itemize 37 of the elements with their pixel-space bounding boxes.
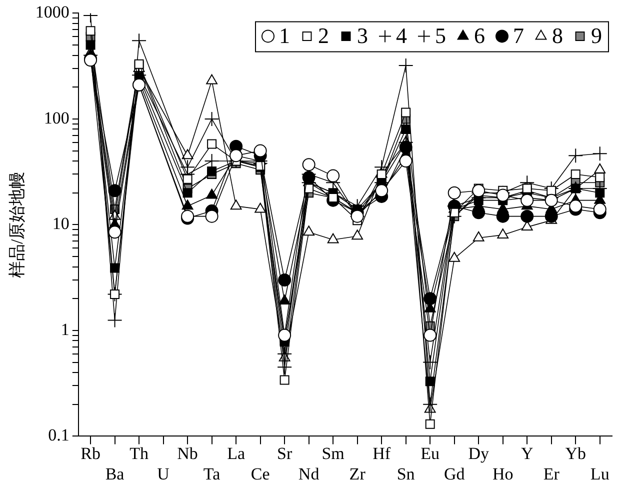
- y-tick-label: 0.1: [48, 426, 70, 445]
- x-tick-label: Sm: [322, 444, 344, 463]
- y-tick-label: 1000: [35, 2, 70, 22]
- legend-label: 9: [591, 22, 602, 48]
- x-tick-label: Ta: [203, 464, 221, 484]
- x-tick-label: Yb: [565, 444, 586, 463]
- x-tick-label: Dy: [468, 444, 490, 463]
- legend-label: 7: [513, 22, 524, 48]
- y-tick-label: 100: [44, 108, 70, 128]
- x-tick-label: Eu: [420, 444, 440, 463]
- legend-label: 4: [396, 22, 407, 48]
- y-axis-title: 样品/原始地幔: [8, 171, 27, 278]
- x-tick-label: Nb: [177, 444, 198, 463]
- x-tick-label: Ce: [250, 464, 270, 484]
- x-tick-label: Ba: [105, 464, 125, 484]
- legend-label: 1: [279, 22, 290, 48]
- x-tick-label: Gd: [444, 464, 466, 484]
- x-tick-label: Nd: [298, 464, 320, 484]
- x-tick-label: Lu: [590, 464, 610, 484]
- x-tick-label: Y: [520, 444, 534, 463]
- y-tick-label: 10: [52, 214, 70, 234]
- x-tick-label: Sr: [277, 444, 292, 463]
- x-tick-label: Rb: [80, 444, 100, 463]
- x-tick-label: La: [227, 444, 246, 463]
- x-tick-label: Sn: [396, 464, 416, 484]
- legend-label: 6: [474, 22, 485, 48]
- x-tick-label: Ho: [492, 464, 514, 484]
- legend-label: 8: [552, 22, 563, 48]
- legend-label: 3: [357, 22, 368, 48]
- legend-label: 5: [435, 22, 446, 48]
- x-tick-label: Zr: [349, 464, 366, 484]
- x-tick-label: Er: [543, 464, 560, 484]
- legend-label: 2: [318, 22, 329, 48]
- x-tick-label: Hf: [372, 444, 391, 463]
- x-tick-label: U: [157, 464, 170, 484]
- y-tick-label: 1: [60, 320, 70, 339]
- x-tick-label: Th: [130, 444, 149, 463]
